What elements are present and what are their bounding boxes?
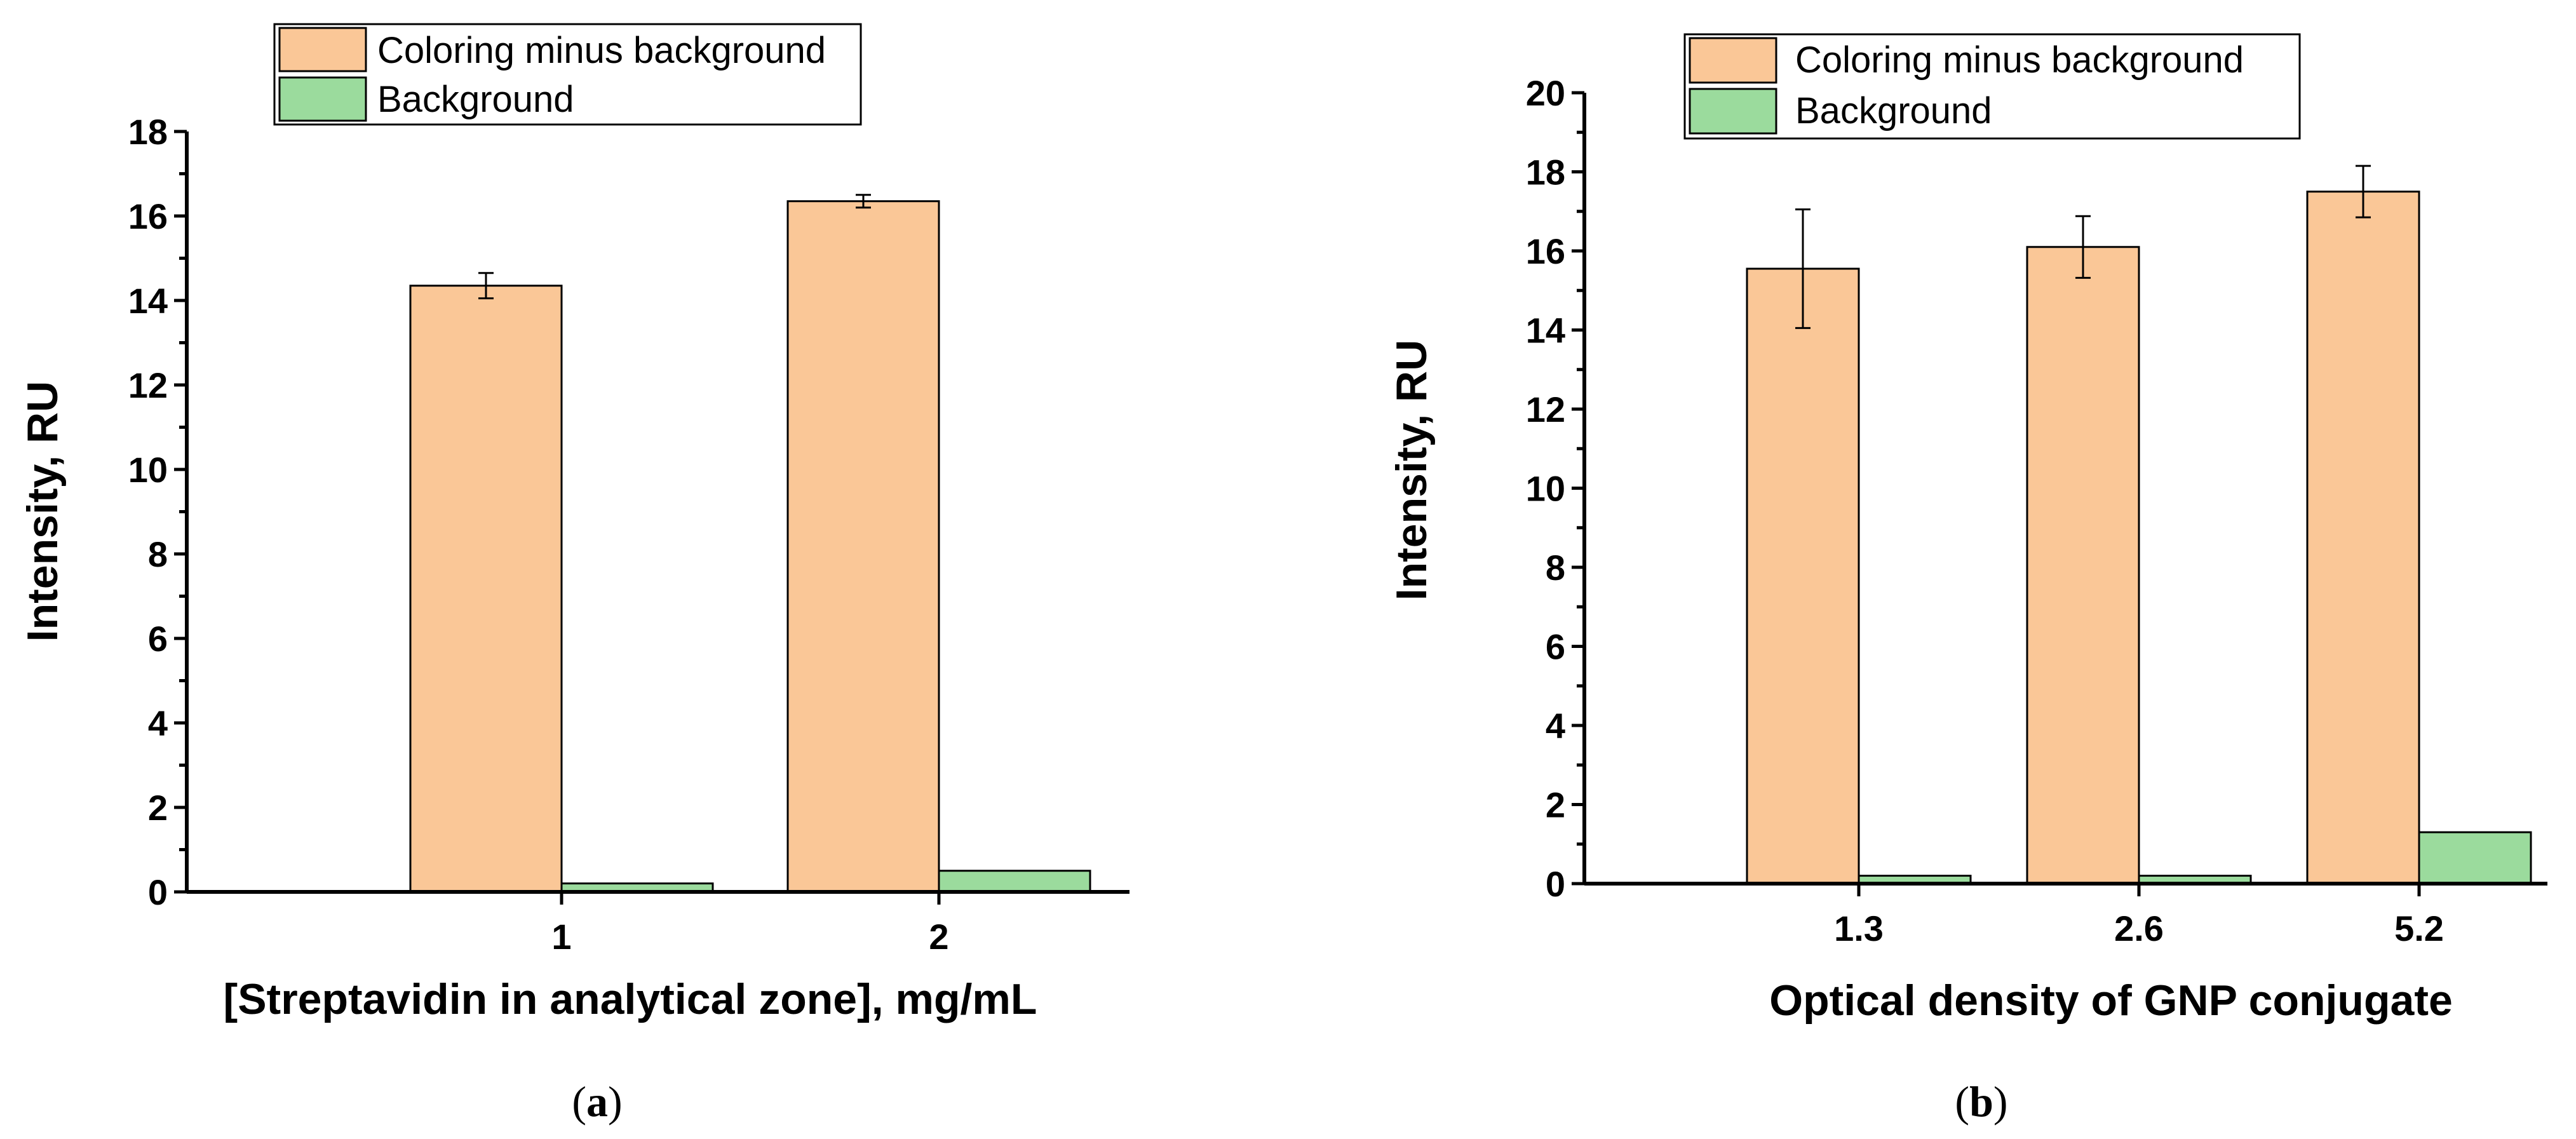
bar-background: [2418, 831, 2532, 885]
panel-label-b-open: (: [1955, 1077, 1969, 1126]
legend-a-swatch-coloring: [278, 27, 367, 72]
y-tick-label: 16: [128, 196, 168, 236]
bar-coloring-minus-background: [2306, 191, 2420, 885]
panel-label-b: (b): [1955, 1077, 2007, 1126]
y-tick-label: 0: [1546, 864, 1565, 904]
legend-b-frame: [1683, 33, 2301, 140]
y-tick-label: 14: [128, 281, 168, 321]
bars-b: [1746, 165, 2532, 885]
bar-coloring-minus-background: [786, 200, 940, 893]
panel-label-a: (a): [572, 1077, 622, 1126]
y-tick-label: 14: [1526, 311, 1565, 351]
y-axis-title-a: Intensity, RU: [18, 381, 67, 642]
x-axis-title-b: Optical density of GNP conjugate: [1769, 976, 2453, 1025]
chart-b: Coloring minus background Background 0 2 4…: [1387, 33, 2547, 1126]
legend-b-swatch-background: [1689, 88, 1777, 135]
x-axis-title-a: [Streptavidin in analytical zone], mg/mL: [224, 975, 1037, 1023]
bar-coloring-minus-background: [1746, 267, 1860, 885]
panel-label-a-open: (: [572, 1077, 586, 1126]
y-axis-ticks-a: 0 2 4 6 8 10 12 14 16 18: [128, 112, 187, 912]
y-tick-label: 8: [148, 534, 168, 574]
y-tick-label: 10: [1526, 469, 1565, 509]
bar-coloring-minus-background: [409, 285, 563, 893]
legend-a-swatch-background: [278, 76, 367, 122]
y-tick-label: 10: [128, 450, 168, 490]
x-axis-ticks-b: 1.3 2.6 5.2: [1834, 884, 2444, 948]
y-tick-label: 8: [1546, 548, 1565, 588]
legend-a-label-coloring: Coloring minus background: [377, 30, 826, 71]
y-axis-ticks-b: 0 2 4 6 8 10 12 14 16 18 20: [1526, 73, 1584, 904]
legend-b: Coloring minus background Background: [1683, 33, 2301, 140]
y-tick-label: 18: [128, 112, 168, 152]
bar-coloring-minus-background: [2026, 246, 2140, 885]
y-tick-label: 12: [128, 365, 168, 405]
chart-a: Coloring minus background Background 0 2 4…: [18, 23, 1130, 1126]
panel-label-a-close: ): [608, 1077, 623, 1126]
x-tick-label: 2.6: [2114, 908, 2164, 948]
legend-b-label-coloring: Coloring minus background: [1795, 39, 2244, 81]
y-tick-label: 0: [148, 872, 168, 912]
legend-a-frame: [273, 23, 862, 126]
y-tick-label: 6: [148, 619, 168, 659]
y-tick-label: 4: [1546, 706, 1565, 746]
x-tick-label: 1: [551, 917, 571, 957]
y-tick-label: 2: [148, 788, 168, 828]
bar-background: [938, 870, 1091, 893]
panel-label-b-letter: b: [1969, 1077, 1993, 1126]
panel-label-a-letter: a: [586, 1077, 608, 1126]
y-tick-label: 2: [1546, 785, 1565, 825]
legend-a: Coloring minus background Background: [273, 23, 862, 126]
x-tick-label: 2: [929, 917, 948, 957]
x-tick-label: 1.3: [1834, 908, 1884, 948]
y-tick-label: 20: [1526, 73, 1565, 113]
y-tick-label: 16: [1526, 231, 1565, 271]
legend-a-label-background: Background: [377, 79, 574, 120]
panel-label-b-close: ): [1993, 1077, 2008, 1126]
x-tick-label: 5.2: [2394, 908, 2444, 948]
legend-b-swatch-coloring: [1689, 37, 1777, 84]
y-tick-label: 12: [1526, 389, 1565, 429]
y-axis-title-b: Intensity, RU: [1387, 340, 1436, 601]
legend-b-label-background: Background: [1795, 90, 1992, 131]
bars-a: [409, 194, 1091, 893]
y-tick-label: 6: [1546, 627, 1565, 667]
y-tick-label: 18: [1526, 152, 1565, 192]
y-tick-label: 4: [148, 703, 168, 743]
